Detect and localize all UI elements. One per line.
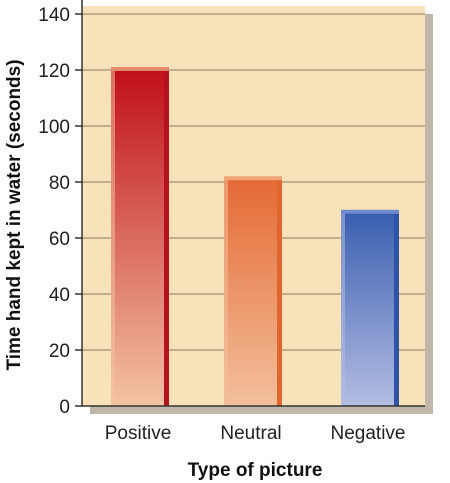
y-tick-label: 20 — [49, 341, 70, 362]
x-tick-label: Neutral — [220, 423, 281, 444]
bar-side — [394, 212, 399, 406]
bar-face — [111, 70, 169, 406]
y-tick-label: 0 — [59, 397, 70, 418]
bar-face — [224, 179, 282, 406]
bar-side — [164, 70, 169, 406]
bar-edge — [224, 179, 228, 406]
y-tick-label: 140 — [38, 5, 70, 26]
y-tick-label: 120 — [38, 61, 70, 82]
bar-edge — [111, 70, 115, 406]
bar-side — [277, 179, 282, 406]
tick-labels: 0 20 40 60 80 100 120 140 Positive Neutral Negativ… — [38, 5, 405, 444]
bar-neutral — [224, 176, 282, 406]
bar-positive — [111, 67, 169, 406]
bar-face — [341, 212, 399, 406]
y-tick-label: 60 — [49, 229, 70, 250]
x-tick-label: Negative — [331, 423, 406, 444]
bar-cap — [224, 176, 282, 181]
y-tick-label: 100 — [38, 117, 70, 138]
x-axis-title: Type of picture — [188, 460, 323, 481]
bar-negative — [341, 209, 399, 406]
bar-cap — [341, 209, 399, 214]
x-tick-label: Positive — [105, 423, 172, 444]
bar-cap — [111, 67, 169, 71]
y-tick-label: 80 — [49, 173, 70, 194]
bars — [111, 67, 399, 406]
bar-edge — [341, 212, 345, 406]
axes — [75, 0, 425, 407]
y-tick-label: 40 — [49, 285, 70, 306]
y-axis-title: Time hand kept in water (seconds) — [4, 59, 25, 370]
